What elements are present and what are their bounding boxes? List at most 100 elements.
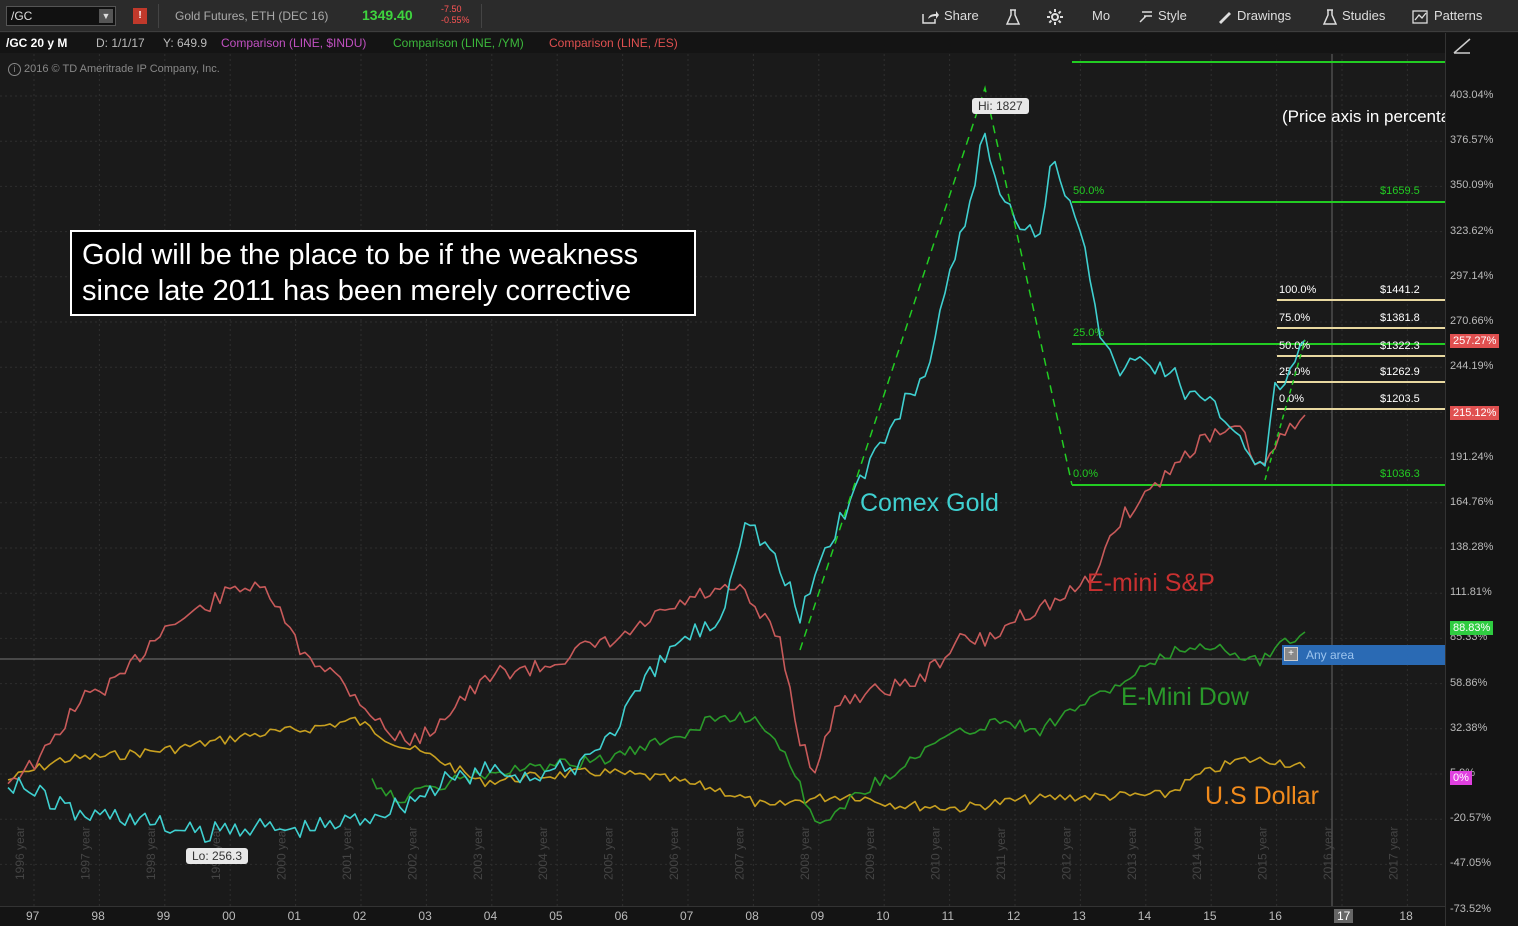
y-axis-label: 323.62% xyxy=(1450,224,1494,237)
x-axis-tick: 06 xyxy=(614,909,628,923)
fib-pct-label: 25.0% xyxy=(1073,327,1104,339)
any-area-label: Any area xyxy=(1306,648,1355,662)
x-year-label: 2012 year xyxy=(1059,827,1073,880)
plus-icon[interactable]: + xyxy=(1284,647,1298,661)
comparison-ym[interactable]: Comparison (LINE, /YM) xyxy=(393,36,524,50)
x-year-label: 2016 year xyxy=(1321,827,1335,880)
flask-icon xyxy=(1005,8,1021,25)
fib-price-label: $1036.3 xyxy=(1380,468,1420,480)
style-button[interactable]: Style xyxy=(1138,5,1187,27)
x-axis-tick: 18 xyxy=(1399,909,1413,923)
y-axis-label: 376.57% xyxy=(1450,134,1494,147)
fib-pct-label: 50.0% xyxy=(1073,185,1104,197)
scale-icon[interactable] xyxy=(1452,37,1472,60)
es-line xyxy=(7,414,1306,785)
studies-label: Studies xyxy=(1342,8,1386,23)
y-axis-label: -47.05% xyxy=(1450,857,1491,870)
usd-line xyxy=(7,716,1306,813)
x-axis-tick: 02 xyxy=(353,909,367,923)
toolbar: /GC ▼ ! Gold Futures, ETH (DEC 16) 1349.… xyxy=(0,0,1518,32)
comparison-es[interactable]: Comparison (LINE, /ES) xyxy=(549,36,678,50)
fib-price-label: $1441.2 xyxy=(1380,284,1420,296)
y-axis-label: 297.14% xyxy=(1450,269,1494,282)
change-percent: -0.55% xyxy=(441,15,470,25)
price-badge: 0% xyxy=(1450,771,1472,785)
x-axis-tick: 13 xyxy=(1072,909,1086,923)
share-button[interactable]: Share xyxy=(922,5,979,27)
fib-pct-label: 75.0% xyxy=(1279,312,1310,324)
price-change: -7.50 -0.55% xyxy=(441,4,470,26)
x-axis-tick: 99 xyxy=(156,909,171,923)
gear-icon xyxy=(1047,8,1063,25)
settings-button[interactable] xyxy=(1047,5,1067,27)
x-year-label: 2011 year xyxy=(994,828,1008,880)
price-badge: 88.83% xyxy=(1450,621,1494,635)
style-icon xyxy=(1139,10,1152,23)
x-year-label: 1998 year xyxy=(144,827,158,880)
patterns-label: Patterns xyxy=(1434,8,1483,23)
symbol-input[interactable]: /GC ▼ xyxy=(6,6,116,26)
x-axis-tick: 17 xyxy=(1334,909,1354,923)
pencil-icon xyxy=(1219,11,1231,24)
x-year-label: 2013 year xyxy=(1125,827,1139,880)
info-icon: i xyxy=(8,63,21,76)
x-axis-tick: 04 xyxy=(483,909,498,923)
studies-button[interactable]: Studies xyxy=(1322,5,1385,27)
y-axis-label: 58.86% xyxy=(1450,676,1488,689)
annotation-text: Gold will be the place to be if the weak… xyxy=(82,239,639,307)
x-year-label: 2002 year xyxy=(405,827,419,880)
x-axis-tick: 07 xyxy=(680,909,694,923)
drawings-label: Drawings xyxy=(1237,8,1292,23)
flag-icon[interactable]: ! xyxy=(133,8,147,24)
y-axis-label: 350.09% xyxy=(1450,179,1494,192)
mo-button[interactable]: Mo xyxy=(1092,5,1110,27)
y-axis-label: 191.24% xyxy=(1450,450,1494,463)
price-axis[interactable]: 403.04% 376.57% 350.09% 323.62% 297.14% 270.6… xyxy=(1445,33,1518,926)
y-axis-label: 270.66% xyxy=(1450,315,1494,327)
style-label: Style xyxy=(1158,8,1187,23)
axis-note: (Price axis in percentages) xyxy=(1282,107,1484,126)
copyright-text: i 2016 © TD Ameritrade IP Company, Inc. xyxy=(8,63,220,76)
chart-info-bar: /GC 20 y M D: 1/1/17 Y: 649.9 Comparison… xyxy=(0,33,1445,53)
x-year-label: 2006 year xyxy=(667,827,681,880)
fib-pct-label: 0.0% xyxy=(1279,393,1304,405)
fib-price-label: $1381.8 xyxy=(1380,312,1420,324)
divider xyxy=(481,4,482,28)
chart-series xyxy=(7,132,1306,843)
chevron-down-icon[interactable]: ▼ xyxy=(99,9,113,23)
high-label: Hi: 1827 xyxy=(972,98,1029,114)
x-axis-tick: 11 xyxy=(941,909,955,923)
time-axis[interactable]: 97 98 99 00 01 02 03 04 05 06 07 08 09 10 11 12 13 14 15 16… xyxy=(0,906,1445,926)
x-year-label: 2017 year xyxy=(1386,827,1400,880)
x-axis-tick: 14 xyxy=(1137,909,1152,923)
copyright-label: 2016 © TD Ameritrade IP Company, Inc. xyxy=(24,63,220,75)
x-year-label: 2001 year xyxy=(340,827,354,880)
x-axis-tick: 01 xyxy=(287,909,301,923)
x-axis-tick: 16 xyxy=(1268,909,1282,923)
symbol-text: /GC xyxy=(11,9,33,23)
x-year-label: 2000 year xyxy=(275,827,289,880)
gold-line xyxy=(7,132,1306,843)
y-readout: Y: 649.9 xyxy=(163,36,208,50)
y-axis-label: 403.04% xyxy=(1450,89,1494,101)
chart-overlay xyxy=(799,85,1306,651)
x-axis-tick: 97 xyxy=(26,909,40,923)
patterns-button[interactable]: Patterns xyxy=(1412,5,1482,27)
es-series-label: E-mini S&P xyxy=(1087,569,1215,597)
mo-label: Mo xyxy=(1092,8,1111,23)
flask-button[interactable] xyxy=(1005,5,1025,27)
x-axis-tick: 00 xyxy=(222,909,236,923)
x-year-label: 2015 year xyxy=(1256,827,1270,880)
fib-pct-label: 50.0% xyxy=(1279,340,1310,352)
dow-series-label: E-Mini Dow xyxy=(1121,683,1249,711)
y-axis-label: -73.52% xyxy=(1450,902,1491,915)
usd-series-label: U.S Dollar xyxy=(1205,782,1319,810)
fib-price-label: $1659.5 xyxy=(1380,185,1420,197)
x-axis-tick: 09 xyxy=(810,909,825,923)
fib-price-label: $1322.3 xyxy=(1380,340,1420,352)
comparison-indu[interactable]: Comparison (LINE, $INDU) xyxy=(221,36,367,50)
drawings-button[interactable]: Drawings xyxy=(1217,5,1291,27)
fib-price-label: $1203.5 xyxy=(1380,393,1420,405)
